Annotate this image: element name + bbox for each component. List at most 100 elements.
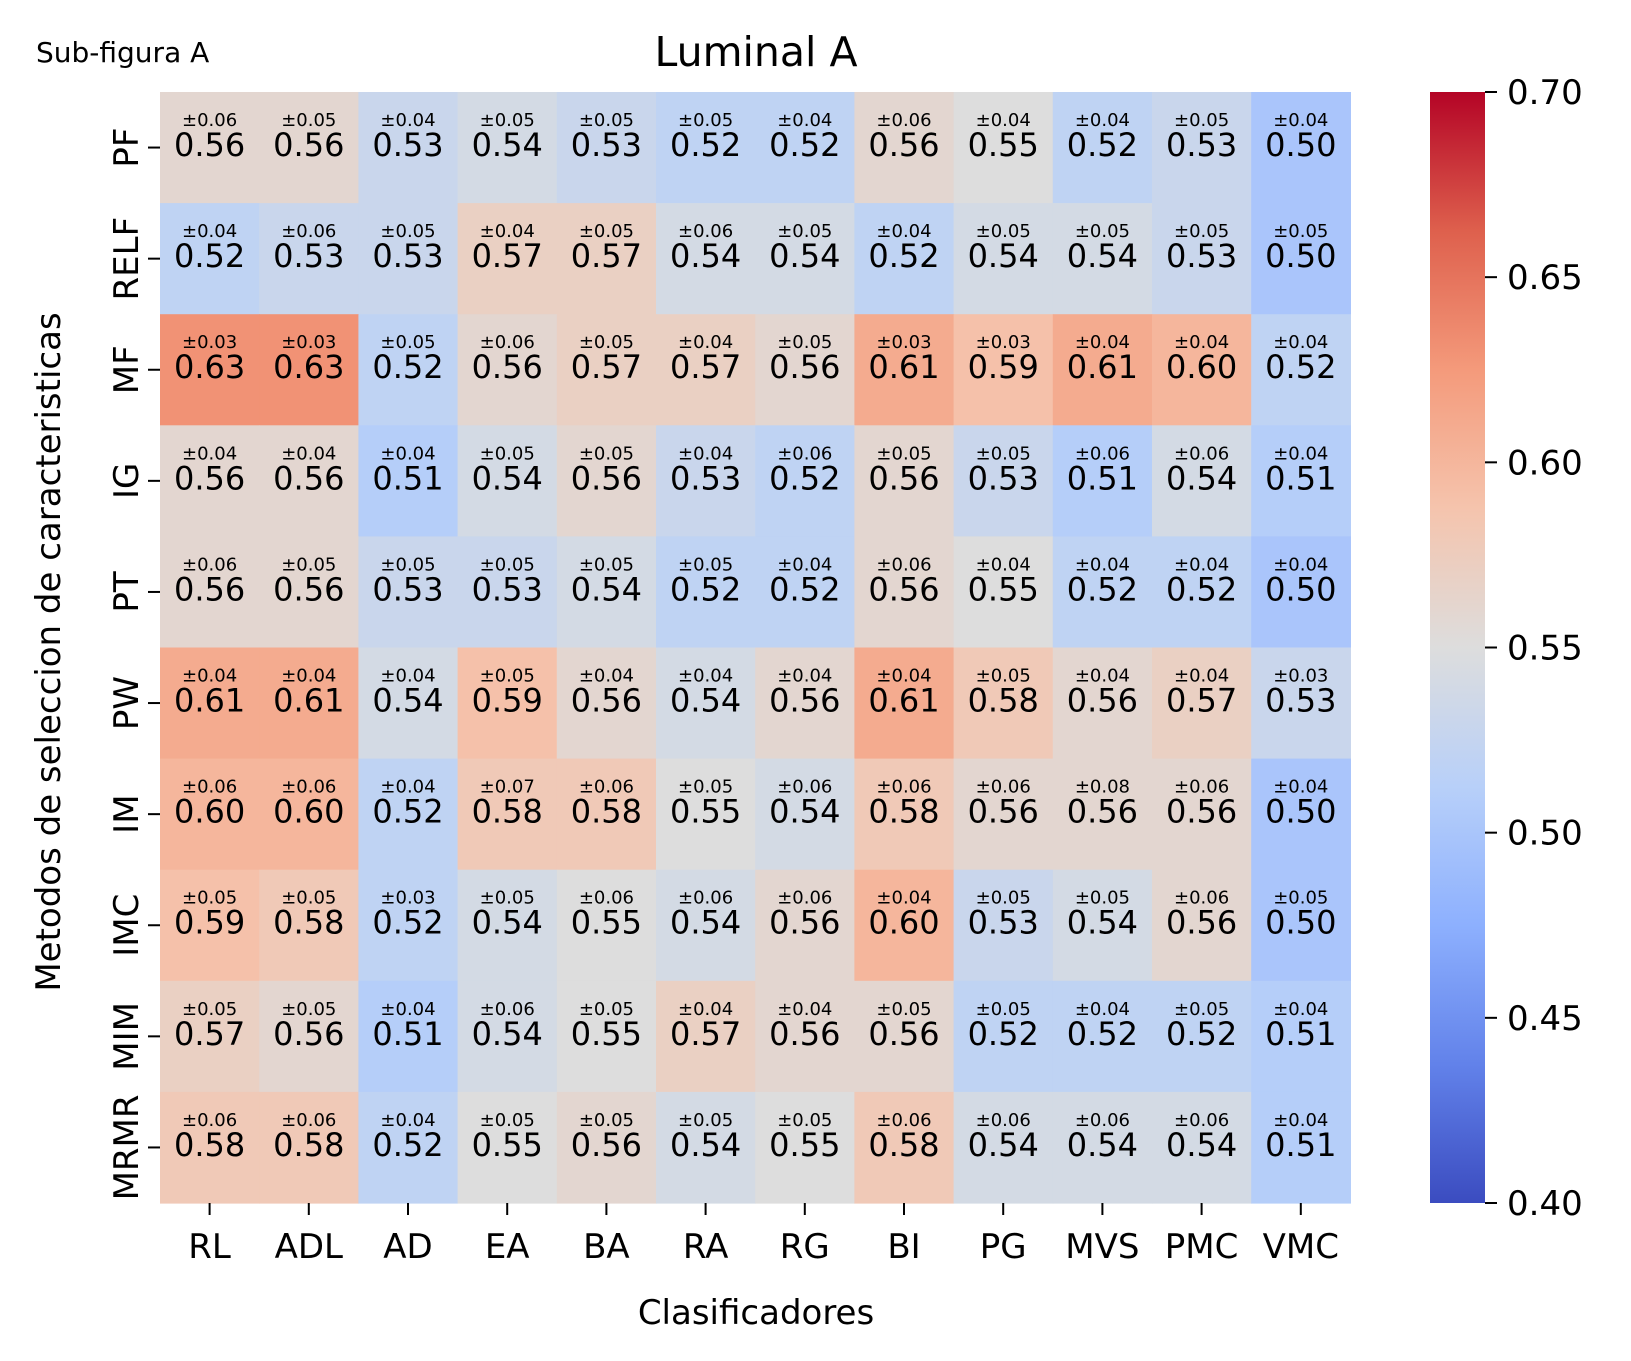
colorbar-tick-label: 0.40 — [1507, 1184, 1583, 1224]
heatmap-cell — [358, 869, 459, 982]
heatmap-cell — [854, 980, 955, 1093]
heatmap-cell — [556, 92, 657, 204]
heatmap-cell — [953, 203, 1054, 315]
heatmap-cell — [656, 425, 756, 537]
heatmap-cell — [358, 425, 459, 537]
cell-value-label: 0.56 — [174, 570, 245, 608]
heatmap-cell — [259, 92, 359, 204]
cell-value-label: 0.56 — [273, 459, 344, 497]
heatmap-cell — [556, 536, 657, 649]
cell-value-label: 0.52 — [670, 126, 741, 164]
cell-value-label: 0.51 — [1265, 1015, 1336, 1053]
cell-value-label: 0.59 — [472, 682, 543, 720]
heatmap-cell — [854, 536, 955, 649]
x-axis: RL ADL AD EA BA RA RG BI PG MVS PMC VMC — [188, 1203, 1339, 1267]
x-tick-label: AD — [383, 1227, 432, 1267]
y-tick-label: MF — [107, 345, 147, 394]
heatmap-cell — [457, 980, 558, 1093]
cell-value-label: 0.56 — [868, 126, 939, 164]
cell-error-label: ±0.05 — [976, 221, 1031, 242]
cell-value-label: 0.54 — [769, 793, 840, 831]
colorbar-tick-label: 0.50 — [1507, 814, 1583, 854]
heatmap-cell — [358, 314, 459, 426]
cell-error-label: ±0.05 — [281, 888, 336, 909]
heatmap-cell — [953, 980, 1054, 1093]
cell-value-label: 0.52 — [769, 570, 840, 608]
heatmap-cell — [358, 647, 459, 760]
cell-value-label: 0.51 — [1265, 459, 1336, 497]
cell-error-label: ±0.04 — [976, 554, 1031, 575]
cell-value-label: 0.56 — [571, 459, 642, 497]
cell-value-label: 0.53 — [1265, 682, 1336, 720]
cell-error-label: ±0.05 — [380, 332, 435, 353]
cell-value-label: 0.54 — [472, 904, 543, 942]
cell-error-label: ±0.06 — [182, 777, 237, 798]
cell-error-label: ±0.06 — [777, 777, 832, 798]
cell-value-label: 0.58 — [868, 1126, 939, 1164]
heatmap-cell — [160, 869, 260, 982]
cell-value-label: 0.52 — [1166, 570, 1237, 608]
x-tick-label: RL — [188, 1227, 231, 1267]
cell-error-label: ±0.06 — [182, 1110, 237, 1131]
heatmap-cell — [755, 425, 855, 537]
heatmap-cell — [953, 647, 1054, 760]
heatmap-cell — [358, 203, 459, 315]
cell-error-label: ±0.06 — [480, 999, 535, 1020]
heatmap-cell — [755, 980, 855, 1093]
heatmap-cell — [1052, 203, 1153, 315]
heatmap-cell — [656, 314, 756, 426]
cell-value-label: 0.55 — [670, 793, 741, 831]
cell-error-label: ±0.04 — [876, 221, 931, 242]
heatmap-cell — [457, 1091, 558, 1204]
heatmap-cell — [259, 647, 359, 760]
cell-error-label: ±0.05 — [182, 999, 237, 1020]
y-tick-label: PF — [107, 128, 147, 168]
x-tick-label: PG — [980, 1227, 1027, 1267]
cell-error-label: ±0.06 — [976, 1110, 1031, 1131]
cell-value-label: 0.50 — [1265, 793, 1336, 831]
heatmap-cell — [457, 536, 558, 649]
heatmap-cell — [755, 647, 855, 760]
heatmap-cell — [755, 1091, 855, 1204]
cell-value-label: 0.54 — [472, 1015, 543, 1053]
cell-error-label: ±0.06 — [281, 777, 336, 798]
heatmap-cell — [953, 536, 1054, 649]
cell-value-label: 0.56 — [174, 126, 245, 164]
colorbar-tick-label: 0.45 — [1507, 999, 1583, 1039]
cell-error-label: ±0.05 — [678, 777, 733, 798]
cell-error-label: ±0.04 — [1273, 777, 1328, 798]
cell-value-label: 0.54 — [1067, 904, 1138, 942]
cell-value-label: 0.60 — [174, 793, 245, 831]
heatmap-cell — [556, 314, 657, 426]
cell-value-label: 0.52 — [968, 1015, 1039, 1053]
cell-error-label: ±0.05 — [579, 110, 634, 131]
cell-error-label: ±0.04 — [678, 999, 733, 1020]
cell-value-label: 0.57 — [670, 348, 741, 386]
cell-error-label: ±0.05 — [1174, 221, 1229, 242]
cell-error-label: ±0.05 — [976, 666, 1031, 687]
heatmap-cell — [1052, 758, 1153, 871]
heatmap-cell — [1251, 203, 1351, 315]
cell-error-label: ±0.03 — [976, 332, 1031, 353]
cell-error-label: ±0.07 — [480, 777, 535, 798]
cell-value-label: 0.50 — [1265, 237, 1336, 275]
cell-value-label: 0.56 — [769, 1015, 840, 1053]
cell-error-label: ±0.04 — [1273, 999, 1328, 1020]
cell-value-label: 0.63 — [174, 348, 245, 386]
cell-error-label: ±0.05 — [480, 1110, 535, 1131]
cell-error-label: ±0.06 — [480, 332, 535, 353]
y-tick-label: PW — [107, 676, 147, 730]
cell-error-label: ±0.05 — [480, 888, 535, 909]
cell-error-label: ±0.04 — [1075, 554, 1130, 575]
cell-value-label: 0.56 — [868, 570, 939, 608]
heatmap-cell — [160, 1091, 260, 1204]
cell-value-label: 0.56 — [1067, 682, 1138, 720]
heatmap-cell — [1251, 92, 1351, 204]
heatmap-cell — [556, 869, 657, 982]
cell-error-label: ±0.05 — [380, 554, 435, 575]
cell-error-label: ±0.04 — [1273, 443, 1328, 464]
heatmap-cell — [1052, 647, 1153, 760]
cell-value-label: 0.54 — [670, 904, 741, 942]
heatmap-cell — [1052, 314, 1153, 426]
